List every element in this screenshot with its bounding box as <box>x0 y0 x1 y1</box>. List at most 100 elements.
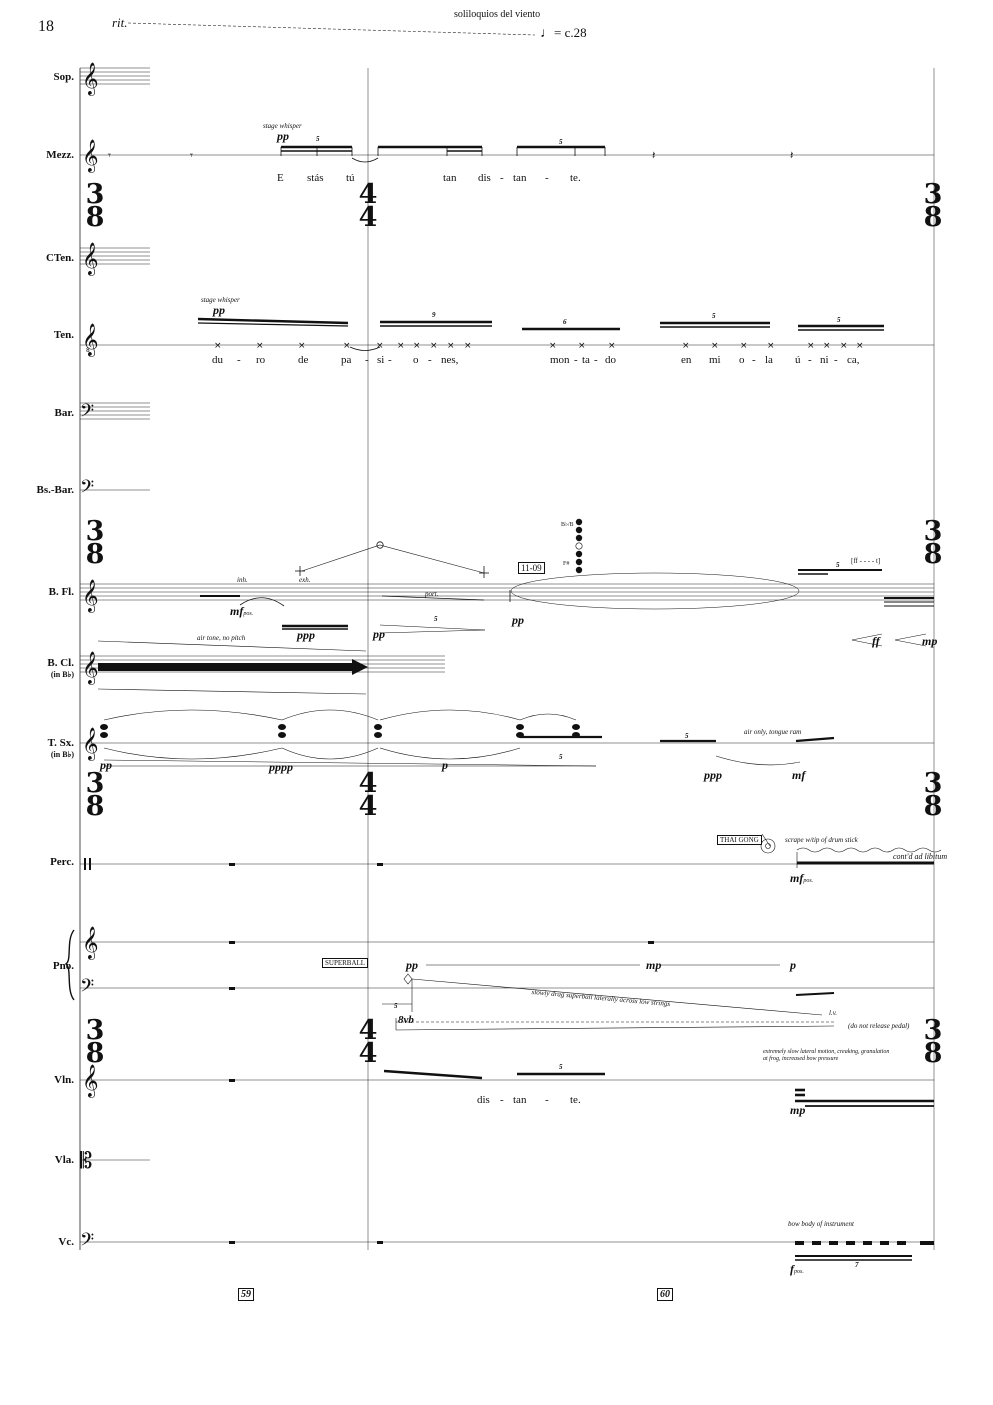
mezz-annotation: stage whisper <box>263 122 302 130</box>
vln-dynamic-mp: mp <box>790 1103 806 1117</box>
bass-clef-icon: 𝄢 <box>80 976 94 1001</box>
mezz-tuplet: 5 <box>559 138 563 146</box>
bfl-dynamic-mp: mp <box>922 634 938 648</box>
quarter-rest-icon: 𝄽 <box>790 149 793 162</box>
ten-dynamic: pp <box>213 303 225 317</box>
ten-lyric: de <box>298 354 309 366</box>
svg-text:×: × <box>376 341 384 351</box>
bfl-exhale: exh. <box>299 576 311 584</box>
ten-tuplet: 5 <box>837 316 841 324</box>
svg-text:×: × <box>767 341 775 351</box>
staff-bar <box>80 402 150 420</box>
vc-annotation: bow body of instrument <box>788 1220 854 1228</box>
bfl-tuplet: 5 <box>434 615 438 623</box>
svg-text:×: × <box>807 341 815 351</box>
svg-text:×: × <box>578 341 586 351</box>
bass-clef-icon: 𝄢 <box>80 477 94 502</box>
ten-lyric: - <box>594 354 598 366</box>
instrument-label-perc: Perc. <box>50 856 74 868</box>
ten-lyric: du <box>212 354 223 366</box>
eighth-rest-icon: 𝄾 <box>190 149 193 162</box>
perc-dynamic: mfpos. <box>790 871 814 885</box>
instrument-label-tsx: T. Sx. (in B♭) <box>4 738 74 760</box>
svg-text:×: × <box>447 341 455 351</box>
bfl-dynamic-mf: mfpos. <box>230 604 254 618</box>
ten-lyric: en <box>681 354 692 366</box>
instrument-label-vla: Vla. <box>54 1154 74 1166</box>
tsx-tuplet: 5 <box>559 753 563 761</box>
pno-dynamic-p: p <box>790 958 796 972</box>
ten-lyric: do <box>605 354 616 366</box>
bfl-inhale: inh. <box>237 576 248 584</box>
svg-text:×: × <box>740 341 748 351</box>
bcl-notation <box>97 640 368 695</box>
percussion-clef-icon <box>84 858 86 870</box>
instrument-label-bcl: B. Cl. (in B♭) <box>4 658 74 680</box>
whole-rest <box>229 1079 235 1082</box>
ten-lyric: - <box>388 354 392 366</box>
ten-lyric: la <box>765 354 773 366</box>
treble-clef-icon: 𝄞 <box>82 727 99 761</box>
bfl-fingering-bottom: F# <box>563 561 570 567</box>
bfl-dynamic-pp2: pp <box>512 613 524 627</box>
measure-number-59: 59 <box>238 1288 254 1301</box>
svg-text:×: × <box>840 341 848 351</box>
piano-brace-icon <box>64 929 75 1001</box>
pno-dynamic-mp: mp <box>646 958 662 972</box>
bass-clef-icon: 𝄢 <box>80 1230 94 1255</box>
vc-dynamic: fpos. <box>790 1262 804 1276</box>
instrument-label-mezz: Mezz. <box>46 149 74 161</box>
tsx-name: T. Sx. <box>47 737 74 749</box>
eighth-rest-icon: 𝄾 <box>108 149 111 162</box>
vc-notation <box>795 1255 912 1261</box>
measure-number-60: 60 <box>657 1288 673 1301</box>
vln-lyric: - <box>500 1094 504 1106</box>
svg-text:×: × <box>464 341 472 351</box>
ten-lyric: si <box>377 354 385 366</box>
pno-laissez-vibrer: l.v. <box>829 1009 838 1017</box>
tsx-annotation: air only, tongue ram <box>744 728 802 736</box>
bfl-fingering-top: B♭/B <box>561 522 574 528</box>
vc-tuplet: 7 <box>855 1261 859 1269</box>
ten-tuplet: 9 <box>432 311 436 319</box>
treble-clef-icon: 𝄞 <box>82 579 99 613</box>
quarter-rest-icon: 𝄽 <box>652 149 655 162</box>
bfl-dynamic-pp: pp <box>373 627 385 641</box>
octave-eight-icon: 8 <box>86 347 90 354</box>
mezz-lyric: dis <box>478 172 491 184</box>
vln-tuplet: 5 <box>559 1063 563 1071</box>
svg-text:×: × <box>608 341 616 351</box>
ten-lyric: - <box>574 354 578 366</box>
mezz-lyric: - <box>500 172 504 184</box>
ten-lyric: o <box>739 354 745 366</box>
mezz-lyric: te. <box>570 172 581 184</box>
treble-clef-icon: 𝄞 <box>82 1064 99 1098</box>
bfl-notation <box>200 541 934 647</box>
treble-clef-icon: 𝄞 <box>82 926 99 960</box>
tempo-value: = c.28 <box>554 25 587 40</box>
ten-lyric: ta <box>582 354 590 366</box>
instrument-label-cten: CTen. <box>45 252 74 264</box>
svg-text:×: × <box>397 341 405 351</box>
vln-lyric: tan <box>513 1094 527 1106</box>
mezz-lyric: tú <box>346 172 355 184</box>
vln-lyric: - <box>545 1094 549 1106</box>
ten-lyric: - <box>752 354 756 366</box>
treble-clef-icon: 𝄞 <box>82 323 99 357</box>
mezz-notation <box>280 145 606 163</box>
tsx-dynamic-p: p <box>442 758 448 772</box>
svg-text:×: × <box>430 341 438 351</box>
tsx-dynamic-mf: mf <box>792 768 806 782</box>
bfl-dynamic-ff: ff <box>872 634 880 648</box>
treble-clef-icon: 𝄞 <box>82 651 99 685</box>
ten-lyric: - <box>428 354 432 366</box>
pno-superball-label: SUPERBALL <box>322 958 369 968</box>
treble-clef-icon: 𝄞 <box>82 62 99 96</box>
